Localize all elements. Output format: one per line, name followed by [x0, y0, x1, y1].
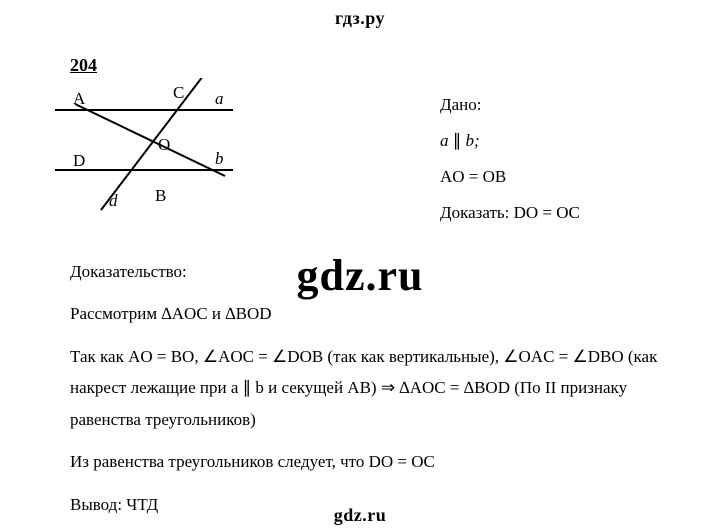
watermark-top: гдз.ру — [0, 8, 720, 29]
given-a: a — [440, 131, 449, 150]
proof-title: Доказательство: — [70, 256, 660, 287]
given-line2: AO = OB — [440, 160, 580, 194]
prove-eq: DO = OC — [514, 203, 580, 222]
label-b-point: B — [155, 186, 166, 205]
prove-label: Доказать: — [440, 203, 514, 222]
label-c-point: C — [173, 83, 184, 102]
parallel-symbol: ∥ — [449, 131, 466, 150]
label-a-line: a — [215, 89, 224, 108]
exercise-number: 204 — [70, 55, 97, 76]
watermark-bottom: gdz.ru — [0, 505, 720, 526]
geometry-diagram: A C a O D b B d — [55, 78, 255, 218]
given-b: b; — [466, 131, 480, 150]
label-a-point: A — [73, 89, 86, 108]
proof-p3: Из равенства треугольников следует, что … — [70, 446, 660, 477]
label-o-point: O — [158, 135, 170, 154]
proof-p2: Так как AO = BO, ∠AOC = ∠DOB (так как ве… — [70, 341, 660, 435]
label-b-line: b — [215, 149, 224, 168]
given-line1: a ∥ b; — [440, 124, 580, 158]
given-block: Дано: a ∥ b; AO = OB Доказать: DO = OC — [440, 88, 580, 232]
proof-p1: Рассмотрим ∆AOC и ∆BOD — [70, 298, 660, 329]
prove-line: Доказать: DO = OC — [440, 196, 580, 230]
given-title: Дано: — [440, 88, 580, 122]
proof-block: Доказательство: Рассмотрим ∆AOC и ∆BOD Т… — [70, 256, 660, 531]
label-d-point: D — [73, 151, 85, 170]
line-ab — [75, 104, 225, 176]
label-d-line: d — [109, 191, 118, 210]
